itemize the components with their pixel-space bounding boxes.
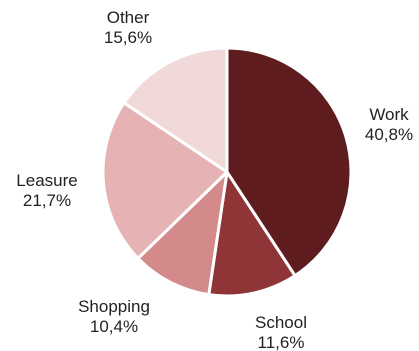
slice-label-shopping: Shopping <box>78 297 150 316</box>
pie-slice-school <box>207 170 297 298</box>
pie-slice-shopping <box>136 170 229 297</box>
slice-value-leasure: 21,7% <box>23 191 71 210</box>
pie-slice-other <box>122 46 229 174</box>
slices-layer <box>101 46 353 298</box>
slice-value-work: 40,8% <box>365 125 413 144</box>
slice-label-other: Other <box>107 8 150 27</box>
slice-value-school: 11,6% <box>258 333 305 351</box>
slice-label-school: School <box>255 313 307 332</box>
slice-value-shopping: 10,4% <box>90 317 138 336</box>
pie-slice-leasure <box>101 101 229 260</box>
slice-label-work: Work <box>369 105 409 124</box>
slice-value-other: 15,6% <box>104 28 152 47</box>
slice-label-leasure: Leasure <box>16 171 77 190</box>
